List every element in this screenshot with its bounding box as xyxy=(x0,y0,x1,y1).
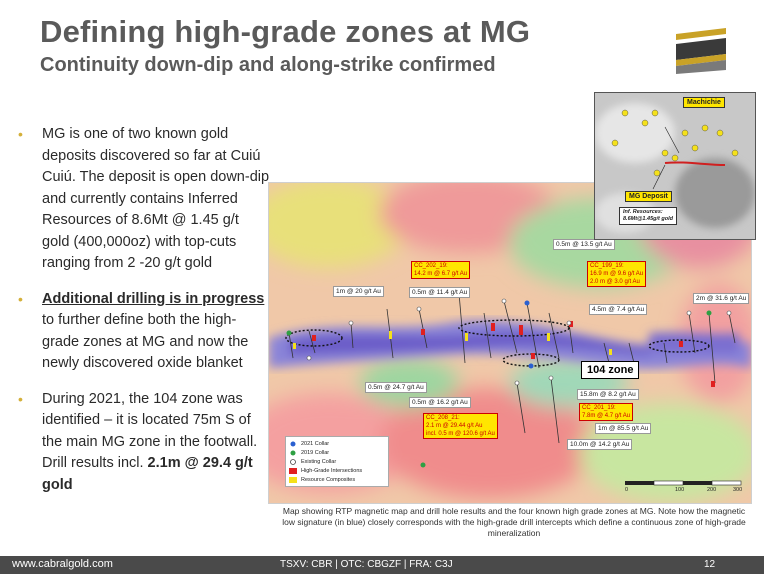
drill-result-label: 0.5m @ 13.5 g/t Au xyxy=(553,239,615,250)
inset-map: Machichie MG Deposit Inf. Resources: 8.6… xyxy=(594,92,756,240)
drill-result-label: 15.8m @ 8.2 g/t Au xyxy=(577,389,639,400)
bullet-dot-icon: • xyxy=(18,290,23,307)
drill-result-label: 1m @ 20 g/t Au xyxy=(333,286,384,297)
footer-bar: www.cabralgold.com TSXV: CBR | OTC: CBGZ… xyxy=(0,556,764,574)
highlight-label: CC_201_19: 7.8m @ 4.7 g/t Au xyxy=(579,403,634,421)
company-logo xyxy=(672,24,730,76)
bullet-item: • MG is one of two known gold deposits d… xyxy=(18,126,270,271)
zone-104-label: 104 zone xyxy=(581,361,640,379)
scale-bar: 0 100 200 300 xyxy=(625,479,743,495)
map-caption: Map showing RTP magnetic map and drill h… xyxy=(282,506,746,538)
page-subtitle: Continuity down-dip and along-strike con… xyxy=(40,54,496,76)
bullet-dot-icon: • xyxy=(18,390,23,407)
bullet-dot-icon: • xyxy=(18,126,23,142)
magnetic-map: 0.5m @ 13.5 g/t Au 1m @ 20 g/t Au 0.5m @… xyxy=(268,182,752,504)
drill-result-label: 1m @ 85.5 g/t Au xyxy=(595,423,652,434)
ticker-text: TSXV: CBR | OTC: CBGZF | FRA: C3J xyxy=(280,559,453,570)
mg-deposit-label: MG Deposit xyxy=(625,191,672,202)
inset-resources-box: Inf. Resources: 8.6Mt@1.45g/t gold xyxy=(619,207,677,225)
bullet-item: • During 2021, the 104 zone was identifi… xyxy=(18,390,258,493)
website-link[interactable]: www.cabralgold.com xyxy=(12,558,113,570)
highlight-label: CC_202_19: 14.2 m @ 6.7 g/t Au xyxy=(411,261,471,279)
highlight-label: CC_199_19: 16.9 m @ 9.6 g/t Au 2.0 m @ 3… xyxy=(587,261,647,287)
drill-result-label: 0.5m @ 11.4 g/t Au xyxy=(409,287,471,298)
drill-result-label: 4.5m @ 7.4 g/t Au xyxy=(589,304,648,315)
bullet-item: • Additional drilling is in progress to … xyxy=(18,290,265,372)
drill-result-label: 2m @ 31.6 g/t Au xyxy=(693,293,750,304)
bullet-list: • MG is one of two known gold deposits d… xyxy=(18,124,270,510)
drill-result-label: 0.5m @ 16.2 g/t Au xyxy=(409,397,471,408)
drill-result-label: 10.0m @ 14.2 g/t Au xyxy=(567,439,633,450)
page-number: 12 xyxy=(704,559,716,570)
machichie-label: Machichie xyxy=(683,97,725,108)
drill-result-label: 0.5m @ 24.7 g/t Au xyxy=(365,382,427,393)
highlight-label: CC_208_21: 2.1 m @ 29.44 g/t Au incl. 0.… xyxy=(423,413,498,439)
page-title: Defining high-grade zones at MG xyxy=(40,14,531,49)
map-legend: 2021 Collar 2019 Collar Existing Collar … xyxy=(285,436,389,487)
